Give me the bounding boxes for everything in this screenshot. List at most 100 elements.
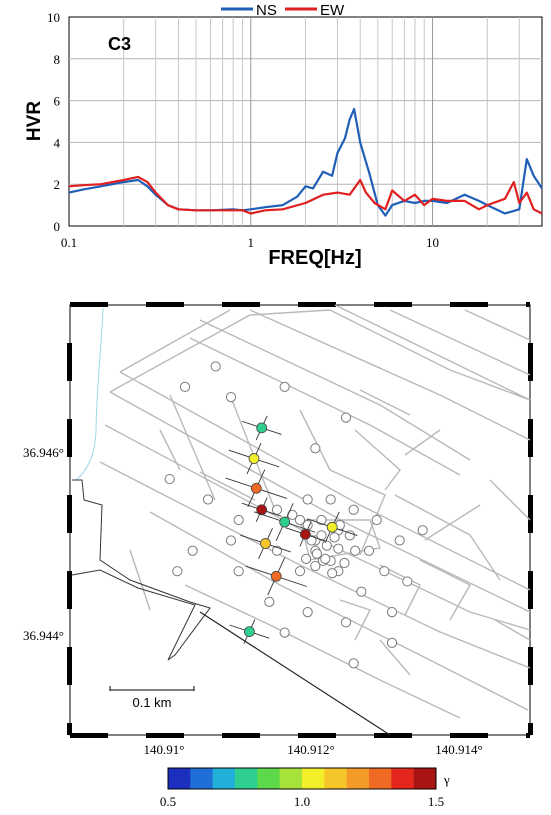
frame-segment [528, 343, 533, 381]
open-site-marker [325, 494, 336, 505]
colorbar-cell [413, 768, 437, 789]
open-site-marker [294, 566, 306, 577]
frame-segment [526, 733, 530, 738]
frame-segment [450, 733, 488, 738]
station-dot [248, 453, 260, 464]
colorbar-cell [168, 768, 191, 789]
frame-segment [526, 302, 530, 307]
frame-segment [222, 302, 260, 307]
open-site-marker [301, 553, 312, 565]
lat-label-36946: 36.946° [23, 445, 64, 460]
frame-segment [70, 302, 108, 307]
open-site-marker [339, 557, 350, 569]
frame-segment [67, 495, 72, 533]
frame-segment [67, 419, 72, 457]
scale-bar: 0.1 km [109, 686, 195, 710]
open-site-marker [348, 504, 359, 515]
open-site-marker [210, 361, 221, 372]
station-marker [228, 442, 280, 475]
shore-line [199, 611, 391, 736]
open-site-marker [310, 443, 321, 454]
colorbar-cell [369, 768, 392, 789]
y-tick-label: 2 [54, 177, 61, 192]
series-line-ew [68, 175, 543, 215]
colorbar-tick-mid: 1.0 [294, 794, 310, 809]
y-axis-label: HVR [24, 101, 45, 141]
station-map: 0.1 km 36.946° 36.944° 140.91° 140.912° … [23, 302, 533, 757]
x-tick-label: 10 [426, 235, 439, 250]
legend: NS EW [221, 2, 345, 19]
frame-segment [374, 733, 412, 738]
coastline [71, 479, 211, 661]
frame-segment [528, 571, 533, 609]
hvr-series [68, 107, 543, 217]
colorbar-cell [257, 768, 280, 789]
station-dot [279, 516, 291, 528]
open-site-marker [356, 586, 367, 597]
station-marker [306, 511, 358, 543]
colorbar-label: γ [443, 772, 450, 787]
open-site-marker [271, 504, 283, 515]
frame-segment [374, 302, 412, 307]
station-dot [250, 482, 262, 494]
station-dot [260, 538, 271, 549]
open-site-marker [340, 412, 352, 423]
frame-segment [67, 723, 72, 735]
open-site-marker [302, 607, 313, 618]
map-tick-labels: 36.946° 36.944° 140.91° 140.912° 140.914… [23, 445, 483, 757]
river-line [75, 307, 104, 481]
open-site-marker [187, 545, 198, 556]
open-site-marker [310, 560, 321, 572]
open-site-marker [329, 532, 340, 543]
open-site-marker [233, 514, 244, 526]
panel-label: C3 [108, 34, 131, 54]
open-site-marker [179, 381, 191, 393]
open-site-marker [233, 566, 244, 577]
open-site-marker [321, 540, 332, 551]
open-site-marker [386, 637, 398, 648]
station-dot [270, 570, 282, 582]
open-site-marker [172, 566, 183, 577]
station-markers [225, 415, 358, 644]
frame-segment [67, 343, 72, 381]
colorbar-cell [212, 768, 236, 789]
open-site-marker [327, 568, 338, 579]
colorbar-cell [190, 768, 213, 789]
colorbar-outline [167, 767, 437, 790]
colorbar-tick-max: 1.5 [428, 794, 444, 809]
y-tick-label: 8 [54, 52, 61, 67]
open-site-marker [302, 494, 313, 505]
open-site-marker [294, 514, 306, 526]
frame-segment [298, 733, 336, 738]
open-site-marker [350, 545, 361, 556]
station-dot [256, 422, 268, 434]
station-marker [225, 469, 288, 508]
open-site-marker [306, 535, 317, 546]
open-site-marker [417, 525, 428, 536]
open-site-marker [394, 535, 405, 546]
open-site-marker [316, 514, 327, 526]
station-dot [299, 528, 311, 540]
open-site-marker [371, 514, 382, 526]
lon-label-140912: 140.912° [287, 742, 334, 757]
open-site-marker [279, 381, 290, 393]
station-marker [253, 503, 316, 541]
frame-segment [70, 733, 108, 738]
map-frame-border [67, 302, 533, 738]
frame-segment [528, 647, 533, 685]
open-site-marker [402, 576, 413, 587]
frame-segment [528, 419, 533, 457]
station-marker [241, 497, 282, 523]
colorbar-cells [168, 768, 437, 789]
station-dot [243, 626, 255, 637]
colorbar-cell [391, 768, 414, 789]
open-site-marker [363, 545, 375, 556]
hvr-grid [69, 17, 542, 226]
legend-ew-label: EW [320, 2, 345, 19]
frame-segment [298, 302, 336, 307]
colorbar-cell [346, 768, 370, 789]
station-marker [229, 619, 270, 644]
frame-segment [528, 723, 533, 735]
open-site-marker [225, 535, 237, 546]
